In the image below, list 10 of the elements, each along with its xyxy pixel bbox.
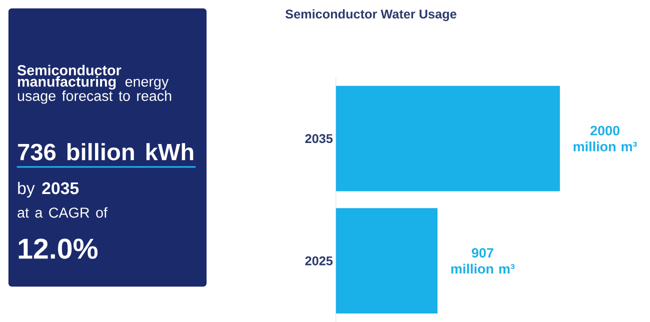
data-label: 907 million m³ xyxy=(451,248,515,274)
data-label: 2000 million m³ xyxy=(574,126,637,152)
y-tick-label: 2035 xyxy=(305,134,333,144)
text: 736 billion kWh xyxy=(18,143,194,160)
text: 12.0% xyxy=(18,238,98,259)
text: at a CAGR of xyxy=(18,207,108,218)
y-tick-label: 2025 xyxy=(305,256,333,266)
text: by 2035 xyxy=(18,182,79,198)
chart-title: Semiconductor Water Usage xyxy=(286,9,456,22)
text: Semiconductor manufacturing energy usage forecast to reach xyxy=(17,64,172,104)
